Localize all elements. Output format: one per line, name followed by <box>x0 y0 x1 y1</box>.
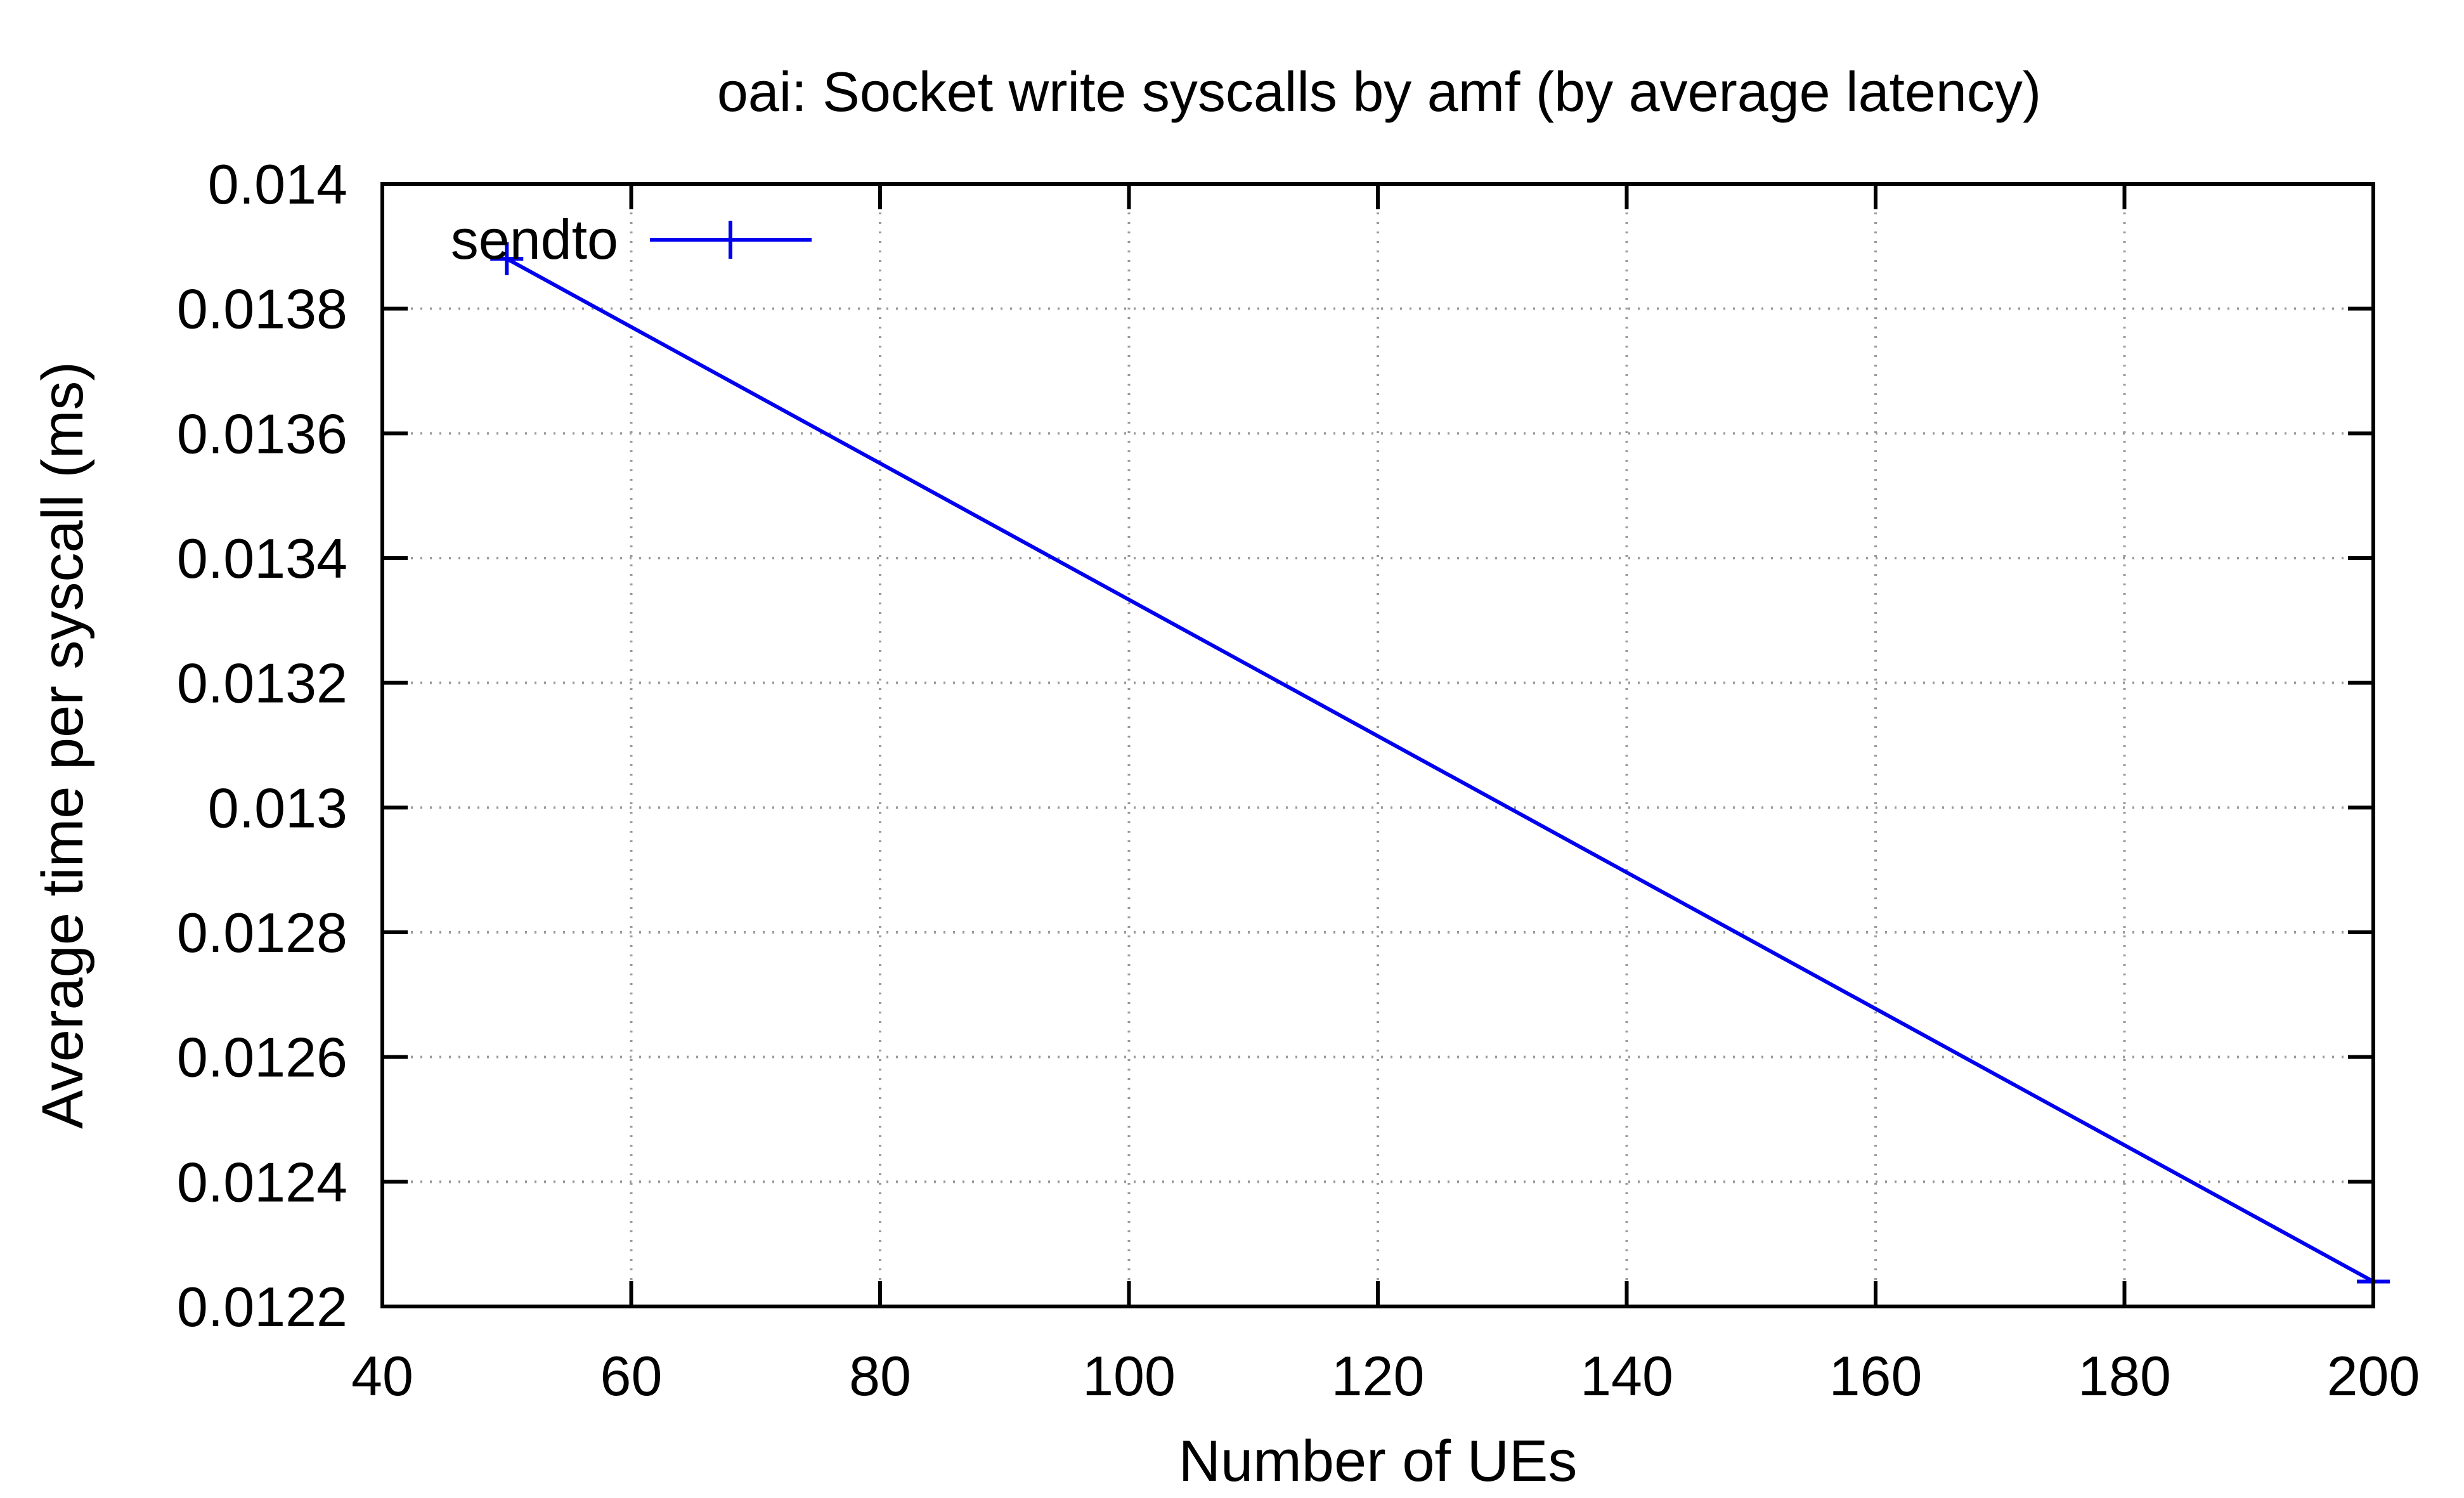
legend: sendto <box>451 208 812 271</box>
y-tick-label: 0.0122 <box>177 1275 347 1338</box>
x-tick-label: 60 <box>600 1345 663 1407</box>
x-tick-label: 140 <box>1580 1345 1673 1407</box>
x-tick-label: 40 <box>351 1345 413 1407</box>
data-point-sendto <box>490 242 524 275</box>
y-tick-label: 0.0132 <box>177 652 347 715</box>
plot-frame <box>380 182 2375 1308</box>
y-tick-label: 0.0126 <box>177 1026 347 1089</box>
y-tick-label: 0.013 <box>208 776 347 839</box>
y-tick-label: 0.0124 <box>177 1150 347 1213</box>
y-tick-label: 0.0136 <box>177 402 347 465</box>
grid <box>382 184 2373 1306</box>
y-axis-tick-labels: 0.0122 0.0124 0.0126 0.0128 0.013 0.0132 0.013… <box>177 153 347 1338</box>
x-tick-label: 100 <box>1082 1345 1176 1407</box>
y-tick-label: 0.0128 <box>177 901 347 964</box>
x-tick-label: 200 <box>2327 1345 2420 1407</box>
chart-title: oai: Socket write syscalls by amf (by av… <box>717 60 2041 123</box>
y-tick-label: 0.0138 <box>177 278 347 341</box>
y-axis-label: Average time per syscall (ms) <box>30 361 95 1129</box>
series-layer <box>490 242 2390 1298</box>
legend-label-sendto: sendto <box>451 208 618 271</box>
y-tick-label: 0.014 <box>208 153 347 216</box>
x-tick-label: 120 <box>1332 1345 1425 1407</box>
x-tick-label: 180 <box>2078 1345 2171 1407</box>
x-axis-label: Number of UEs <box>1179 1429 1578 1494</box>
series-line-sendto <box>505 257 2375 1284</box>
x-tick-label: 80 <box>849 1345 911 1407</box>
x-tick-label: 160 <box>1829 1345 1923 1407</box>
y-tick-label: 0.0134 <box>177 527 347 590</box>
x-axis-tick-labels: 40 60 80 100 120 140 160 180 200 <box>351 1345 2420 1407</box>
